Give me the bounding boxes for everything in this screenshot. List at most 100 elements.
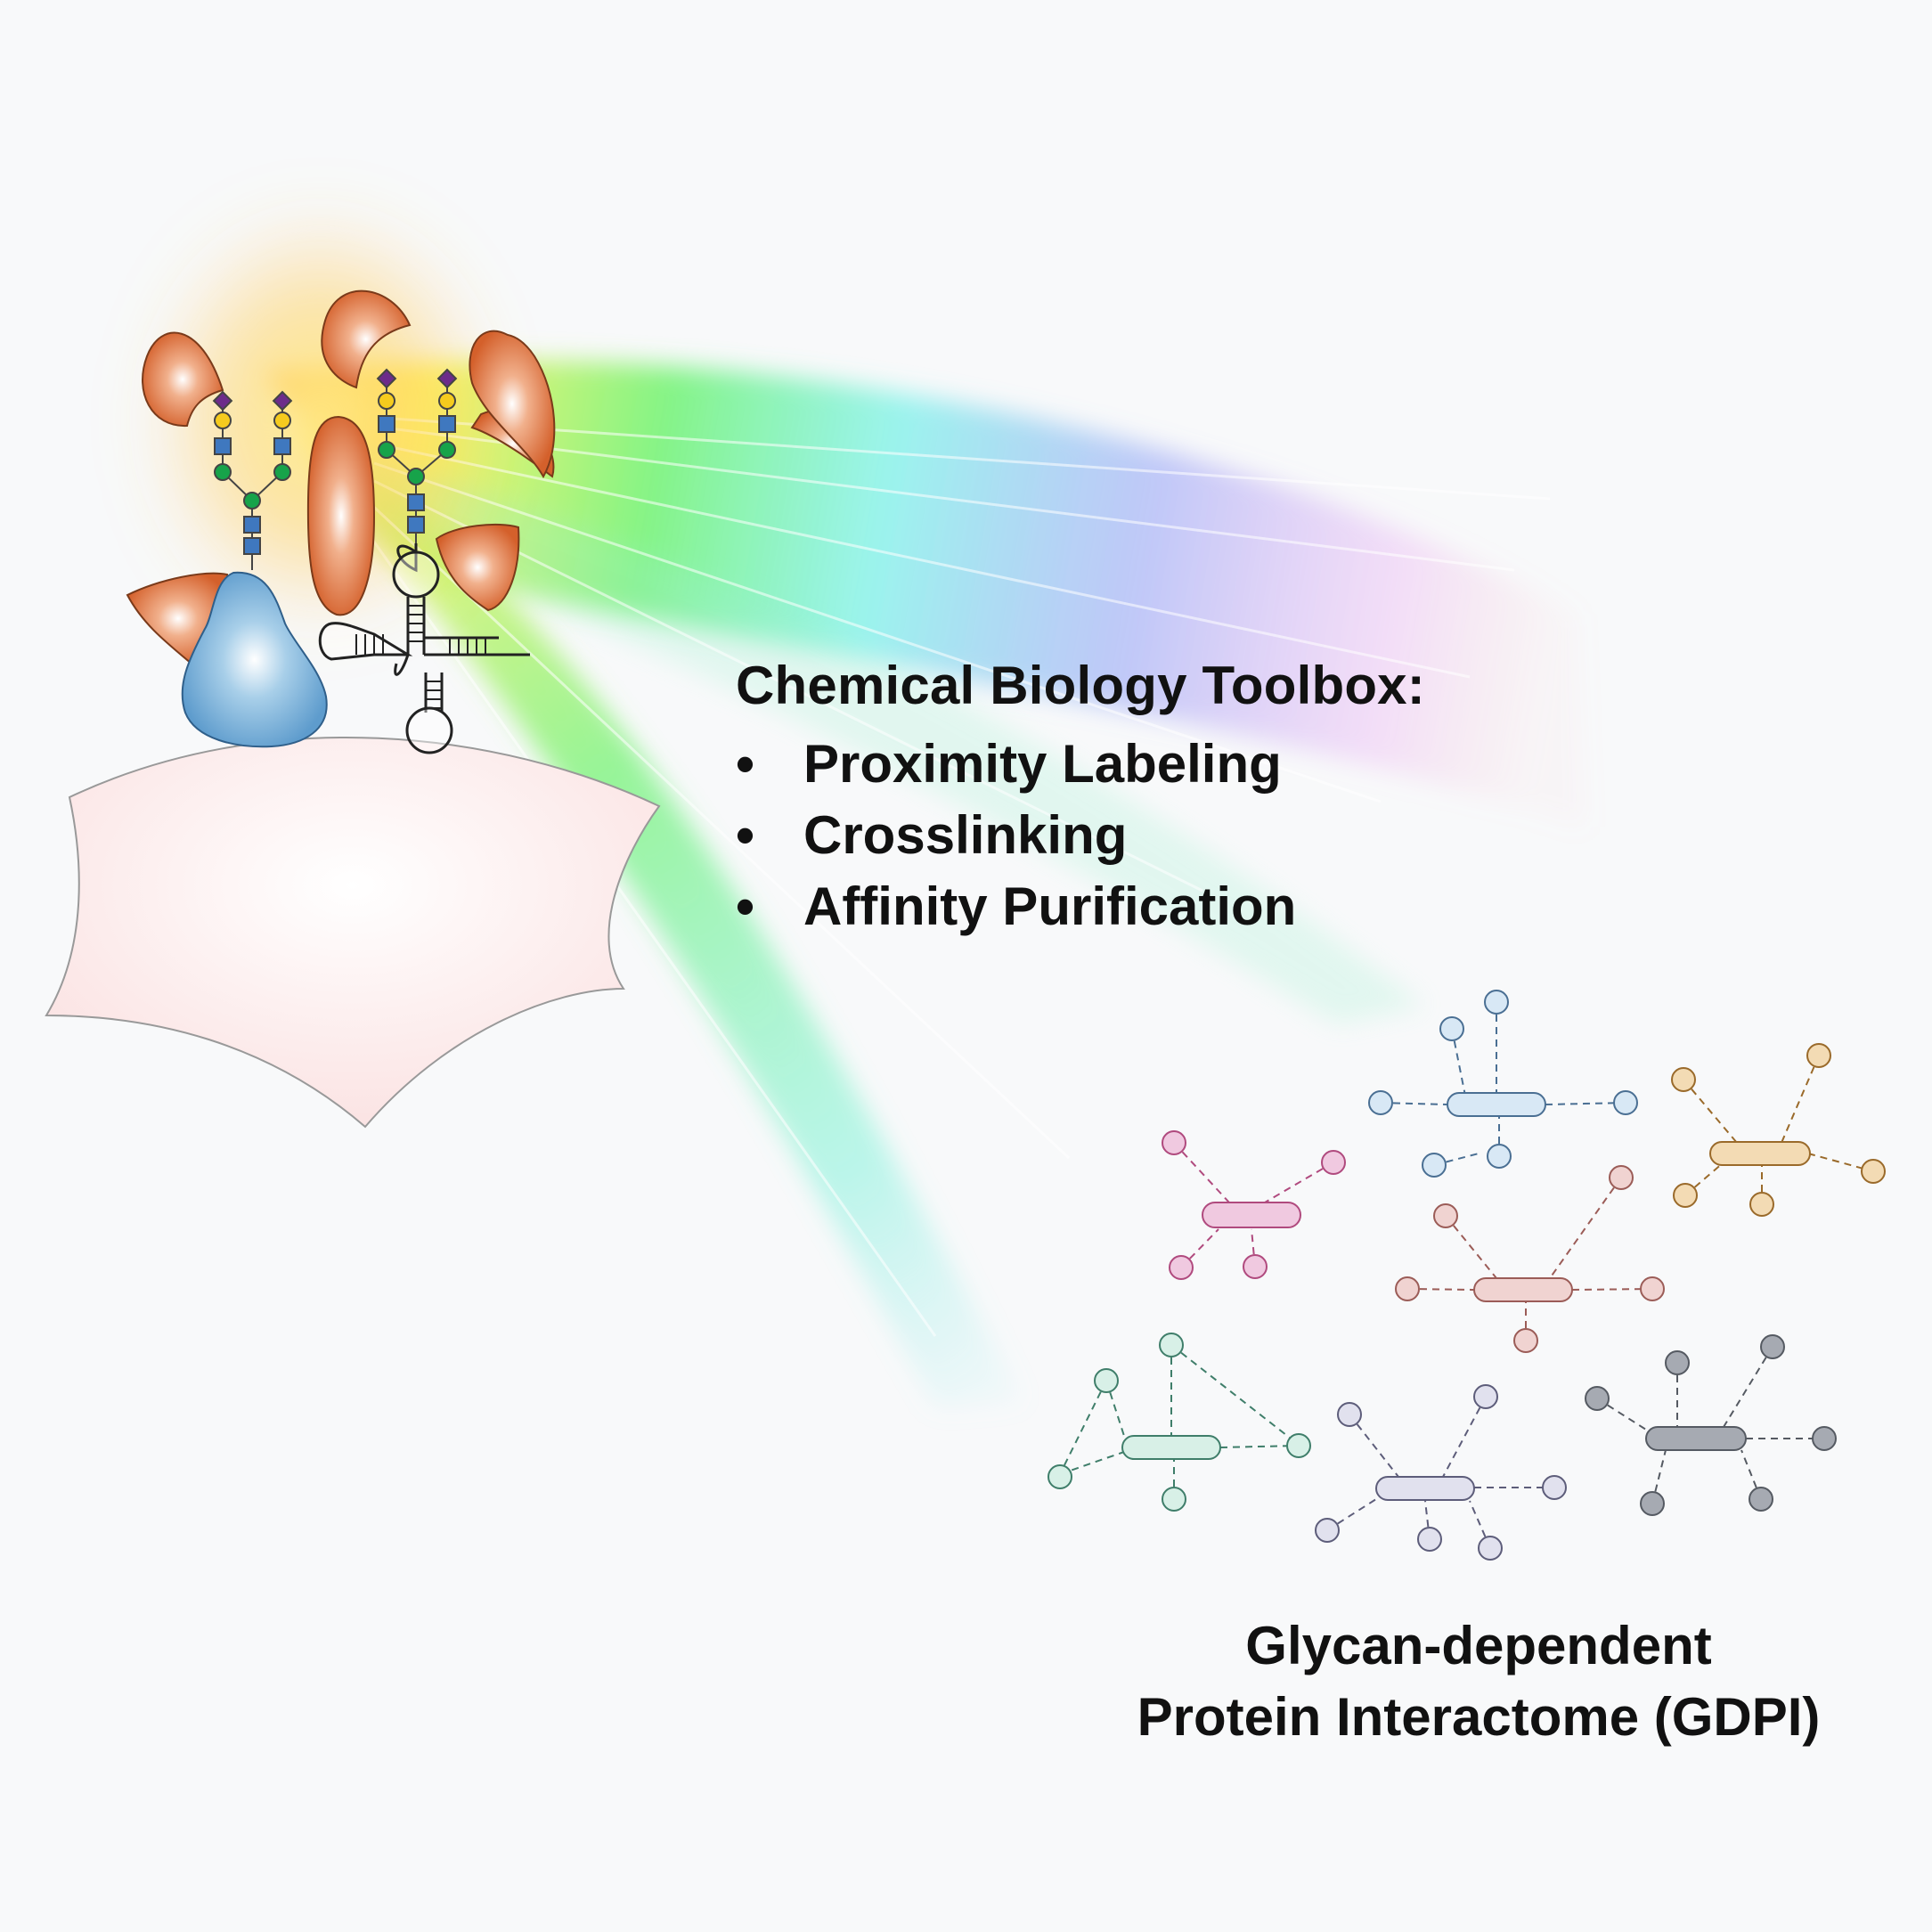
network-node [1585, 1386, 1610, 1411]
glycoprotein [181, 571, 328, 748]
network-node [1422, 1153, 1447, 1178]
gdpi-caption-line-1: Glycan-dependent [1245, 1616, 1712, 1675]
mannose-circle [438, 441, 456, 459]
gdpi-caption-line-2: Protein Interactome (GDPI) [1137, 1687, 1821, 1747]
mannose-circle [214, 463, 232, 481]
toolbox-item-label: Affinity Purification [803, 876, 1297, 936]
interacting-protein-tall [306, 415, 376, 616]
network-node [1640, 1276, 1665, 1301]
network-node [1749, 1487, 1773, 1512]
network-hub [1121, 1435, 1221, 1460]
interacting-protein-top-left [142, 331, 224, 428]
interacting-proteins [126, 289, 556, 665]
network-hub [1473, 1277, 1573, 1302]
network-hub [1375, 1476, 1475, 1501]
network-node [1671, 1067, 1696, 1092]
mannose-circle [273, 463, 291, 481]
toolbox-item-proximity-labeling: • Proximity Labeling [736, 729, 1626, 800]
network-node [1368, 1090, 1393, 1115]
network-node [1433, 1203, 1458, 1228]
network-mint [1048, 1333, 1311, 1512]
sialic-acid-diamond [212, 390, 233, 412]
glycan-tree-left [212, 390, 293, 570]
network-node [1613, 1090, 1638, 1115]
galactose-circle [214, 412, 232, 429]
bullet: • [736, 805, 755, 865]
sialic-acid-diamond [376, 368, 397, 389]
glcnac-square [214, 437, 232, 455]
mannose-circle [378, 441, 395, 459]
network-node [1640, 1491, 1665, 1516]
glcnac-square [243, 516, 261, 534]
network-node [1473, 1384, 1498, 1409]
network-node [1487, 1144, 1512, 1169]
toolbox-title: Chemical Biology Toolbox: [736, 656, 1425, 715]
network-node [1760, 1334, 1785, 1359]
galactose-circle [273, 412, 291, 429]
network-node [1169, 1255, 1194, 1280]
glycan-tree-right [376, 368, 458, 543]
sialic-acid-diamond [272, 390, 293, 412]
network-node [1417, 1527, 1442, 1552]
network-hub [1709, 1141, 1811, 1166]
network-gray [1585, 1334, 1837, 1516]
network-node [1673, 1183, 1698, 1208]
network-rose [1395, 1165, 1665, 1353]
network-node [1439, 1016, 1464, 1041]
glcnac-square [378, 415, 395, 433]
network-node [1286, 1433, 1311, 1458]
network-node [1812, 1426, 1837, 1451]
network-node [1243, 1254, 1268, 1279]
light-beam [151, 214, 1586, 1407]
network-node [1749, 1192, 1774, 1217]
galactose-circle [378, 392, 395, 410]
toolbox-item-label: Crosslinking [803, 805, 1128, 865]
network-node [1806, 1043, 1831, 1068]
interaction-networks [1048, 990, 1886, 1561]
glcnac-square [407, 493, 425, 511]
glyco-rna [318, 543, 530, 754]
network-node [1315, 1518, 1340, 1543]
galactose-circle [438, 392, 456, 410]
gdpi-caption: Glycan-dependent Protein Interactome (GD… [1051, 1610, 1906, 1753]
mannose-circle [243, 492, 261, 509]
network-node [1395, 1276, 1420, 1301]
network-node [1162, 1130, 1186, 1155]
network-node [1478, 1536, 1503, 1561]
network-node [1609, 1165, 1634, 1190]
bullet: • [736, 876, 755, 936]
toolbox-item-affinity-purification: • Affinity Purification [736, 871, 1626, 942]
interacting-protein-lower-right [435, 523, 520, 612]
toolbox-list: • Proximity Labeling • Crosslinking • Af… [736, 729, 1626, 942]
network-node [1513, 1328, 1538, 1353]
toolbox-item-label: Proximity Labeling [803, 734, 1282, 794]
bullet: • [736, 734, 755, 794]
glcnac-square [273, 437, 291, 455]
network-orange [1671, 1043, 1886, 1217]
cell [45, 736, 661, 1129]
network-node [1321, 1150, 1346, 1175]
network-node [1162, 1487, 1186, 1512]
network-hub [1645, 1426, 1747, 1451]
sialic-acid-diamond [436, 368, 458, 389]
network-node [1861, 1159, 1886, 1184]
network-lavender [1315, 1384, 1567, 1561]
network-blue [1368, 990, 1638, 1178]
network-hub [1202, 1202, 1301, 1228]
network-node [1665, 1350, 1690, 1375]
network-node [1094, 1368, 1119, 1393]
interacting-protein-top-center [321, 289, 412, 389]
glcnac-square [243, 537, 261, 555]
toolbox-item-crosslinking: • Crosslinking [736, 800, 1626, 871]
network-node [1484, 990, 1509, 1015]
network-hub [1447, 1092, 1546, 1117]
glcnac-square [407, 516, 425, 534]
network-node [1048, 1464, 1072, 1489]
network-pink [1162, 1130, 1346, 1280]
mannose-circle [407, 468, 425, 485]
glcnac-square [438, 415, 456, 433]
toolbox-panel: Chemical Biology Toolbox: • Proximity La… [736, 655, 1626, 942]
network-node [1542, 1475, 1567, 1500]
network-node [1159, 1333, 1184, 1357]
